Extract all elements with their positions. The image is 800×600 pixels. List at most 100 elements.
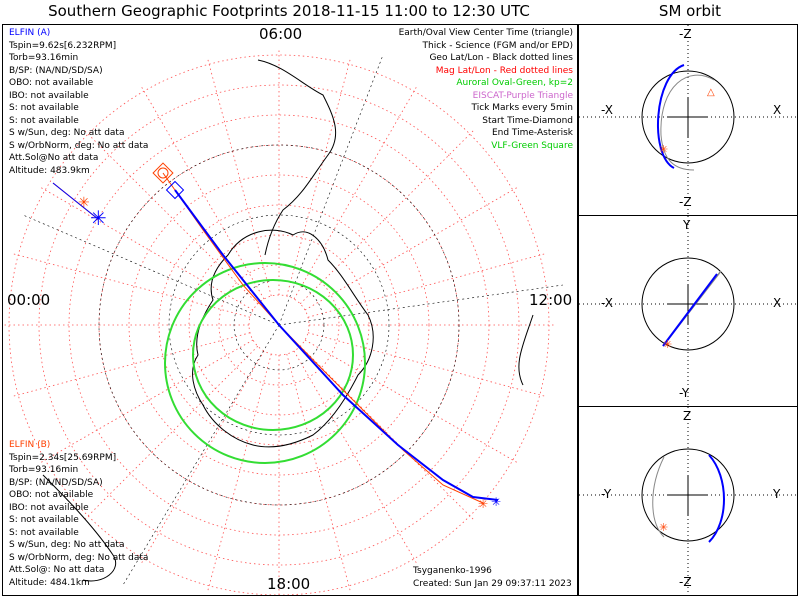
elfin-a-trace: ✳ ✳	[52, 180, 501, 509]
elfin-b-line: Tspin=2.34s[25.69RPM]	[9, 452, 117, 463]
sm-xy-axis-left: -X	[601, 296, 613, 310]
africa-coastline	[518, 314, 534, 386]
elfin-b-line: Att.Sol@: No att data	[9, 565, 105, 575]
elfin-a-info: ELFIN (A) Tspin=9.62s[6.232RPM] Torb=93.…	[9, 27, 148, 177]
elfin-b-line: OBO: not available	[9, 490, 94, 500]
sm-xy-axis-right: X	[773, 296, 782, 310]
radial-line	[286, 59, 351, 297]
auroral-oval-outer	[164, 262, 366, 464]
radial-line	[84, 345, 259, 520]
sm-yz-axis-right: Y	[773, 487, 781, 501]
radial-line	[286, 353, 351, 591]
radial-line	[293, 350, 417, 564]
elfin-a-line: S: not available	[9, 103, 79, 113]
sm-orbit-plot-xy: ✳	[579, 216, 797, 406]
elfin-b-line: Torb=93.16min	[9, 465, 79, 475]
radial-line	[307, 332, 545, 397]
legend-item: EISCAT-Purple Triangle	[472, 90, 573, 101]
elfin-a-line: S w/OrbNorm, deg: No att data	[9, 140, 149, 151]
elfin-b-line: S w/OrbNorm, deg: No att data	[9, 552, 149, 563]
legend-item: VLF-Green Square	[491, 140, 573, 151]
elfin-b-line: Altitude: 484.1km	[9, 577, 90, 588]
elfin-a-line: OBO: not available	[9, 78, 94, 88]
sm-orbit-plot-xz: △ ✳	[579, 25, 797, 215]
svg-text:✳: ✳	[659, 521, 668, 534]
model-name: Tsyganenko-1996	[413, 566, 492, 576]
legend-item: Mag Lat/Lon - Red dotted lines	[435, 65, 573, 76]
radial-line	[13, 332, 251, 397]
footprint-map-panel: ✳ ✳ ✳ ✳ 06:00 00:00 12:00 18:00 ELFIN (A…	[2, 24, 578, 600]
radial-line	[304, 187, 518, 311]
svg-text:✳: ✳	[478, 497, 488, 511]
map-footer: Tsyganenko-1996 Created: Sun Jan 29 09:3…	[413, 565, 572, 590]
legend-item: End Time-Asterisk	[491, 128, 573, 138]
elfin-b-line: B/SP: (NA/ND/SD/SA)	[9, 477, 103, 488]
sm-xz-axis-bottom: -Z	[679, 195, 692, 209]
elfin-a-line: Att.Sol@No att data	[9, 153, 99, 163]
radial-line	[299, 130, 474, 305]
elfin-a-line: IBO: not available	[9, 90, 89, 101]
created-timestamp: Created: Sun Jan 29 09:37:11 2023	[413, 578, 572, 589]
radial-line	[84, 130, 259, 305]
elfin-b-line: S: not available	[9, 515, 79, 525]
sm-yz-axis-left: -Y	[601, 487, 612, 501]
svg-text:✳: ✳	[659, 143, 668, 156]
mlt-label-top: 06:00	[259, 25, 303, 43]
svg-text:✳: ✳	[491, 495, 501, 509]
chart-title: Southern Geographic Footprints 2018-11-1…	[48, 2, 530, 20]
radial-line	[207, 353, 272, 591]
legend-item: Start Time-Diamond	[482, 115, 573, 126]
sm-yz-axis-bottom: -Z	[679, 575, 692, 589]
mlt-label-left: 00:00	[7, 291, 51, 309]
elfin-a-line: S w/Sun, deg: No att data	[9, 128, 125, 138]
radial-line	[299, 345, 474, 520]
sm-xz-axis-left: -X	[601, 103, 613, 117]
elfin-b-line: IBO: not available	[9, 502, 89, 513]
radial-line	[141, 350, 265, 564]
svg-text:△: △	[707, 87, 715, 98]
australia-coastline	[42, 474, 116, 582]
footprint-map: ✳ ✳ ✳ ✳	[4, 50, 564, 600]
radial-line	[307, 253, 545, 318]
radial-line	[141, 86, 265, 300]
svg-text:✳: ✳	[78, 195, 90, 211]
legend-item: Auroral Oval-Green, kp=2	[456, 78, 573, 88]
antarctica-coastline	[192, 229, 374, 448]
elfin-b-line: S: not available	[9, 527, 79, 538]
radial-line	[304, 339, 518, 463]
sm-orbit-title: SM orbit	[658, 2, 722, 20]
map-legend: Earth/Oval View Center Time (triangle) T…	[399, 27, 573, 152]
mlt-label-bottom: 18:00	[267, 575, 311, 593]
elfin-b-info: ELFIN (B) Tspin=2.34s[25.69RPM] Torb=93.…	[9, 439, 148, 589]
elfin-b-line: S w/Sun, deg: No att data	[9, 540, 125, 550]
sm-orbit-panel-xy: ✳ Y -Y -X X	[578, 215, 798, 407]
radial-line	[40, 339, 254, 463]
mlt-label-right: 12:00	[529, 291, 573, 309]
sm-xy-axis-top: Y	[683, 218, 691, 232]
radial-line	[207, 59, 272, 297]
south-america-coastline	[257, 59, 337, 256]
svg-text:✳: ✳	[90, 206, 107, 230]
sm-yz-axis-top: Z	[683, 409, 692, 423]
elfin-a-line: B/SP: (NA/ND/SD/SA)	[9, 65, 103, 76]
elfin-a-label: ELFIN (A)	[9, 28, 51, 38]
legend-item: Earth/Oval View Center Time (triangle)	[398, 28, 573, 38]
radial-line	[293, 86, 417, 300]
sm-orbit-plot-yz: ✳	[579, 407, 797, 595]
sm-xz-axis-right: X	[773, 103, 782, 117]
elfin-a-line: Torb=93.16min	[9, 53, 79, 63]
auroral-oval-inner	[192, 279, 354, 431]
sm-orbit-panel-xz: △ ✳ -Z -Z -X X	[578, 24, 798, 216]
elfin-a-line: Tspin=9.62s[6.232RPM]	[9, 40, 117, 51]
legend-item: Thick - Science (FGM and/or EPD)	[422, 40, 573, 51]
sm-xz-axis-top: -Z	[679, 27, 692, 41]
svg-text:✳: ✳	[663, 338, 672, 351]
elfin-a-line: Altitude: 483.9km	[9, 165, 90, 176]
legend-item: Geo Lat/Lon - Black dotted lines	[429, 53, 573, 63]
radial-line	[40, 187, 254, 311]
legend-item: Tick Marks every 5min	[471, 103, 573, 113]
elfin-b-label: ELFIN (B)	[9, 440, 51, 450]
elfin-a-line: S: not available	[9, 115, 79, 126]
sm-orbit-panel-yz: ✳ Z -Z -Y Y	[578, 406, 798, 596]
sm-xy-axis-bottom: -Y	[679, 386, 690, 400]
